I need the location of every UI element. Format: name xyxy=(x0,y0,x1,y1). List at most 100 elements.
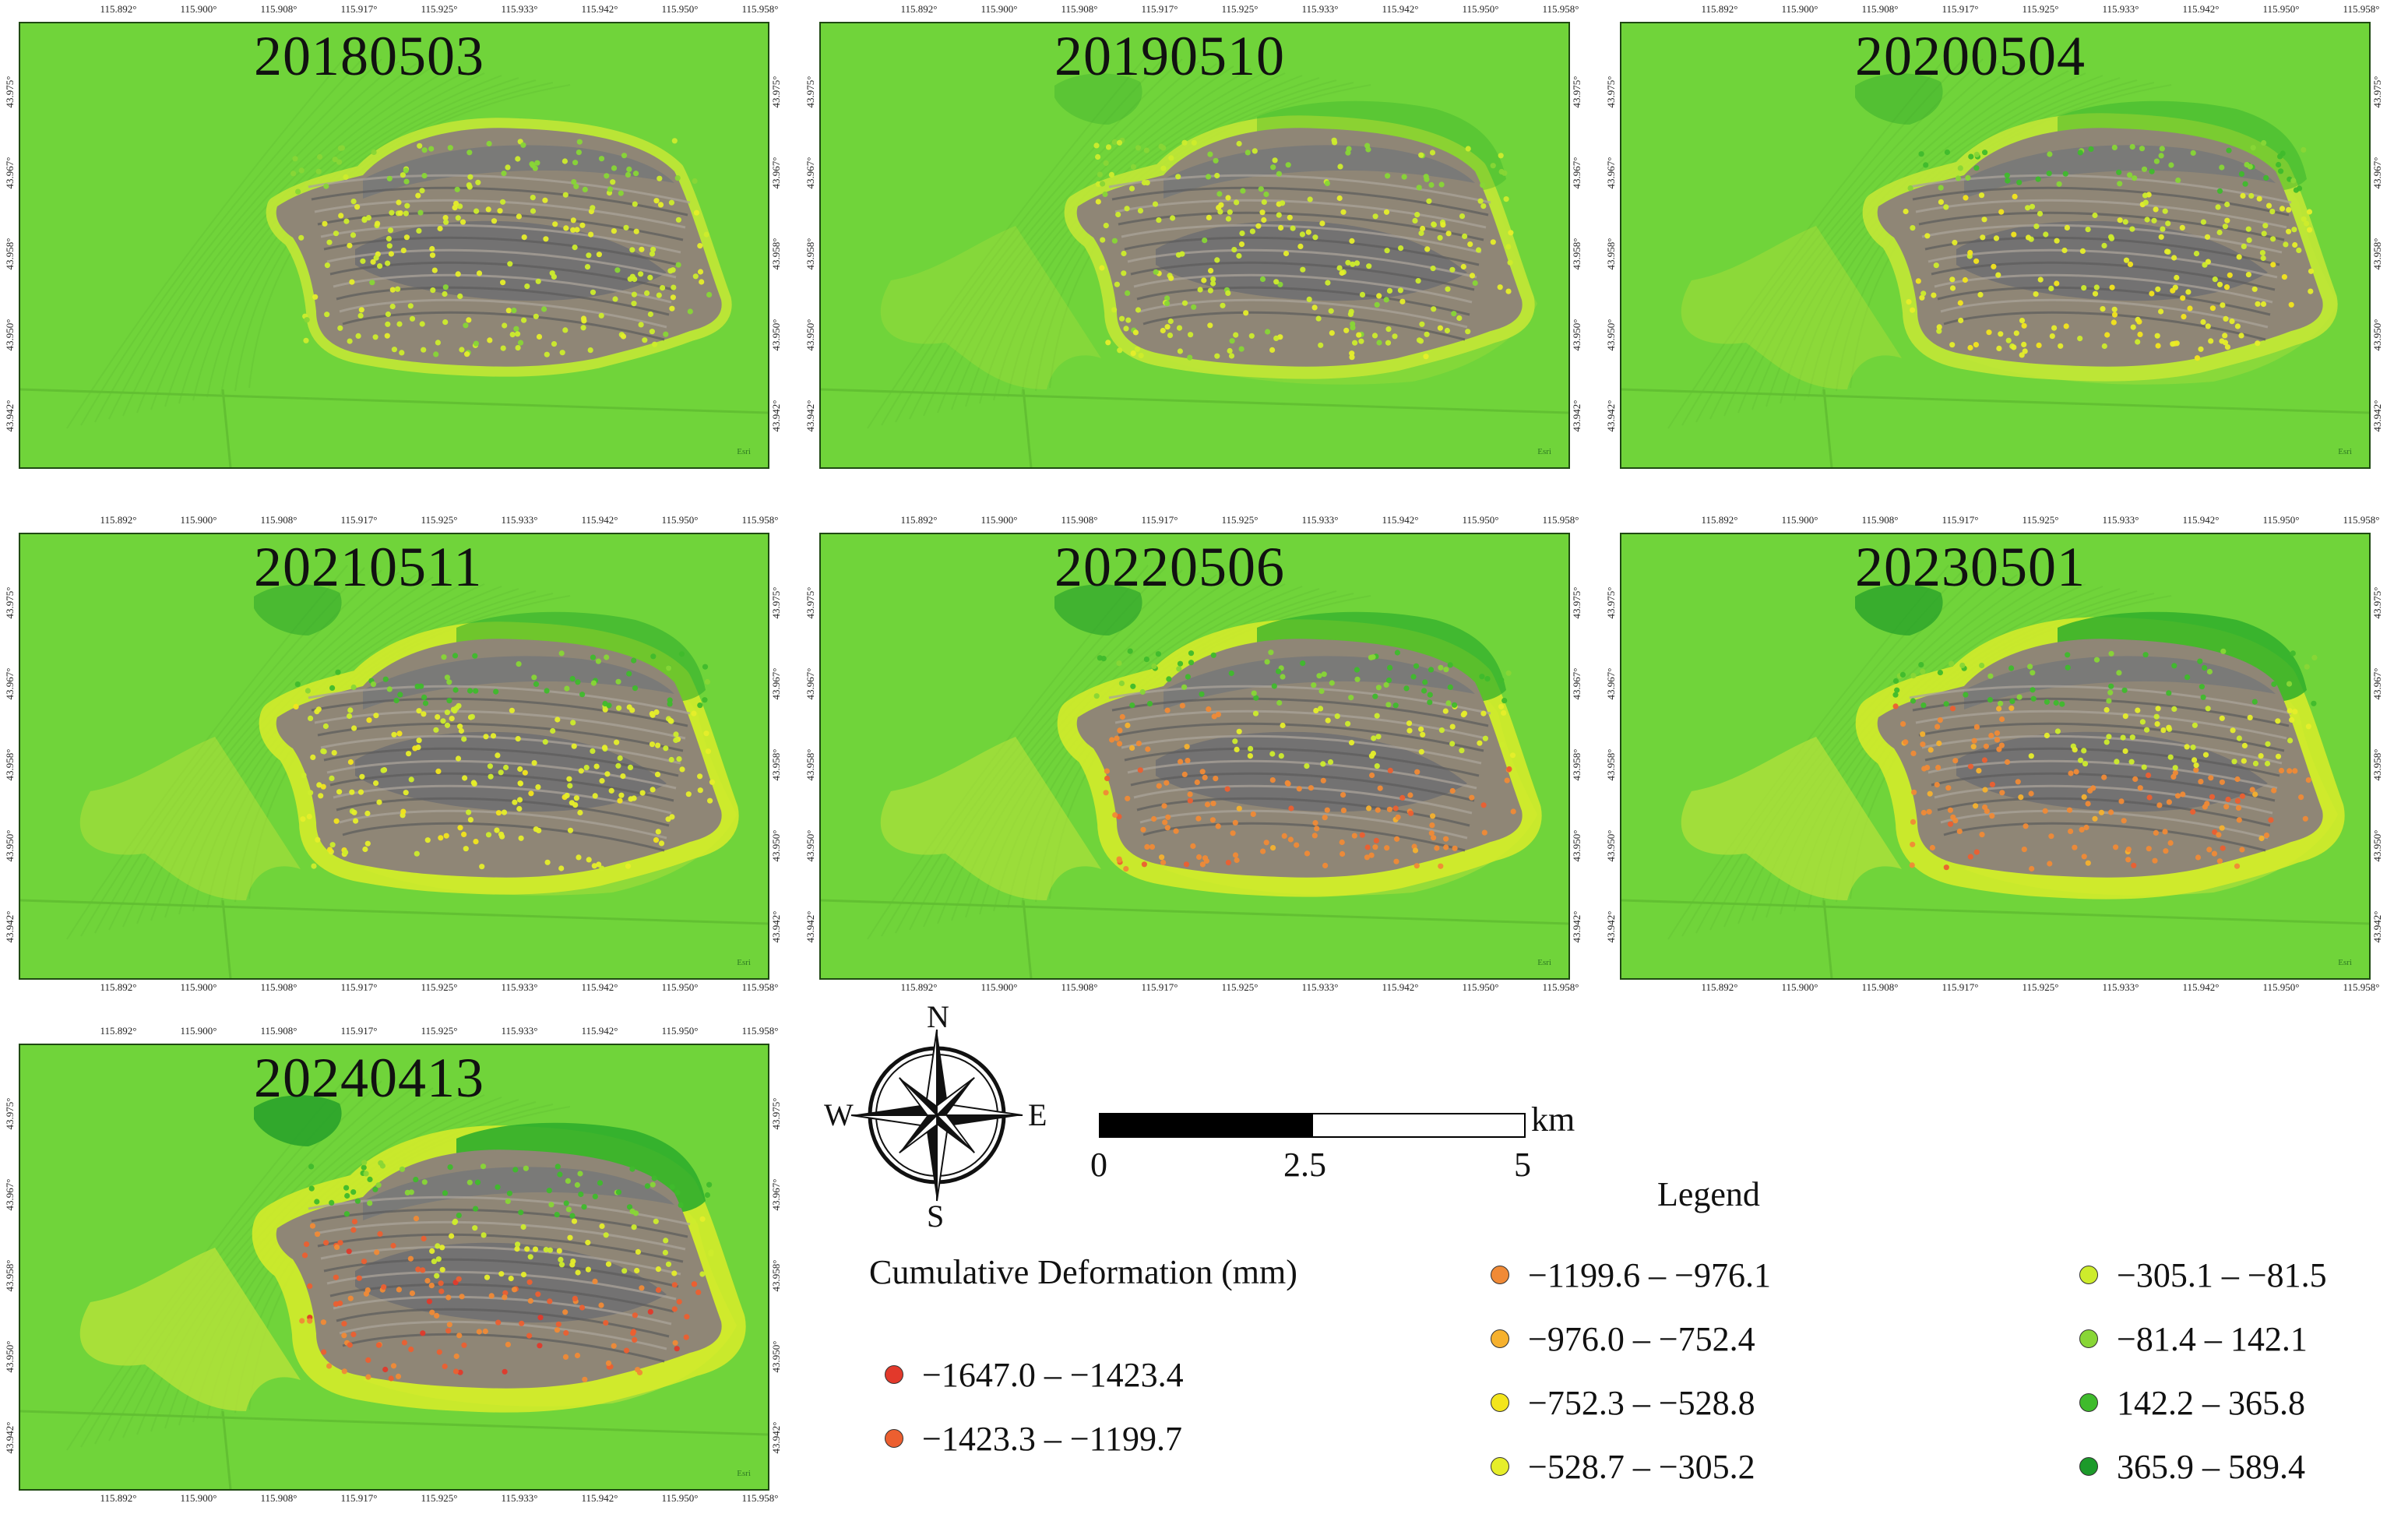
longitude-tick: 115.933° xyxy=(501,3,538,15)
longitude-tick: 115.942° xyxy=(1382,514,1419,526)
latitude-tick: 43.950° xyxy=(2371,829,2383,862)
longitude-tick: 115.917° xyxy=(1141,3,1178,15)
latitude-tick: 43.975° xyxy=(1605,76,1617,108)
latitude-tick: 43.967° xyxy=(804,157,816,189)
deformation-map-graphic xyxy=(20,23,768,467)
latitude-tick: 43.967° xyxy=(1571,667,1582,700)
longitude-tick: 115.950° xyxy=(2262,514,2300,526)
longitude-axis-top: 115.892° 115.900° 115.908° 115.917° 115.925°… xyxy=(819,3,1579,17)
latitude-axis-left: 43.975° 43.967° 43.958° 43.950° 43.942° xyxy=(1604,22,1618,466)
latitude-tick: 43.950° xyxy=(1605,829,1617,862)
longitude-tick: 115.900° xyxy=(180,3,217,15)
longitude-tick: 115.917° xyxy=(1141,514,1178,526)
longitude-tick: 115.933° xyxy=(1301,3,1339,15)
panel-date-label: 20190510 xyxy=(1054,25,1285,87)
longitude-tick: 115.933° xyxy=(501,1025,538,1037)
latitude-tick: 43.950° xyxy=(770,1340,782,1373)
legend-item: −1423.3 – −1199.7 xyxy=(885,1419,1182,1458)
deformation-map: Esri xyxy=(1620,22,2371,469)
longitude-axis-top: 115.892° 115.900° 115.908° 115.917° 115.925°… xyxy=(819,514,1579,528)
longitude-tick: 115.892° xyxy=(100,3,137,15)
map-panel-20210511: 115.892° 115.900° 115.908° 115.917° 115.925°… xyxy=(0,511,787,1017)
longitude-axis-top: 115.892° 115.900° 115.908° 115.917° 115.925°… xyxy=(1620,514,2380,528)
compass-north-label: N xyxy=(927,999,949,1034)
legend-label: −1423.3 – −1199.7 xyxy=(922,1419,1182,1458)
map-panel-20200504: 115.892° 115.900° 115.908° 115.917° 115.925°… xyxy=(1601,0,2388,506)
deformation-map-graphic xyxy=(20,534,768,978)
deformation-map: Esri xyxy=(819,533,1570,980)
latitude-tick: 43.975° xyxy=(4,1097,16,1130)
latitude-tick: 43.942° xyxy=(4,1421,16,1454)
longitude-tick: 115.917° xyxy=(1942,981,1979,993)
panel-date-label: 20220506 xyxy=(1054,536,1285,598)
latitude-tick: 43.942° xyxy=(804,910,816,943)
latitude-tick: 43.958° xyxy=(770,1259,782,1292)
latitude-tick: 43.942° xyxy=(4,400,16,432)
longitude-axis-bottom: 115.892° 115.900° 115.908° 115.917° 115.925°… xyxy=(819,981,1579,995)
latitude-tick: 43.942° xyxy=(2371,400,2383,432)
legend-swatch-icon xyxy=(1491,1329,1509,1348)
latitude-tick: 43.950° xyxy=(770,829,782,862)
longitude-tick: 115.950° xyxy=(661,1492,699,1504)
legend-item: −752.3 – −528.8 xyxy=(1491,1383,1755,1422)
longitude-tick: 115.933° xyxy=(501,1492,538,1504)
legend-item: −81.4 – 142.1 xyxy=(2079,1319,2308,1358)
latitude-tick: 43.967° xyxy=(770,157,782,189)
latitude-tick: 43.950° xyxy=(1571,319,1582,351)
longitude-tick: 115.900° xyxy=(180,514,217,526)
legend-item: 365.9 – 589.4 xyxy=(2079,1447,2305,1486)
latitude-tick: 43.950° xyxy=(1605,319,1617,351)
latitude-tick: 43.958° xyxy=(1571,238,1582,270)
longitude-tick: 115.908° xyxy=(1861,514,1899,526)
latitude-tick: 43.967° xyxy=(770,667,782,700)
latitude-tick: 43.975° xyxy=(1571,586,1582,619)
longitude-tick: 115.958° xyxy=(741,1025,779,1037)
latitude-tick: 43.942° xyxy=(770,1421,782,1454)
longitude-tick: 115.958° xyxy=(741,514,779,526)
latitude-tick: 43.942° xyxy=(1605,400,1617,432)
longitude-tick: 115.892° xyxy=(900,3,938,15)
legend-swatch-icon xyxy=(2079,1393,2098,1412)
legend-label: 142.2 – 365.8 xyxy=(2117,1383,2305,1422)
longitude-tick: 115.908° xyxy=(1061,981,1098,993)
longitude-tick: 115.925° xyxy=(1221,3,1259,15)
longitude-tick: 115.925° xyxy=(421,514,458,526)
latitude-tick: 43.975° xyxy=(2371,586,2383,619)
longitude-tick: 115.908° xyxy=(1861,981,1899,993)
compass-rose-icon xyxy=(850,1029,1023,1202)
longitude-tick: 115.892° xyxy=(100,1492,137,1504)
longitude-tick: 115.908° xyxy=(1861,3,1899,15)
basemap-credit: Esri xyxy=(737,958,751,967)
longitude-tick: 115.892° xyxy=(900,981,938,993)
latitude-axis-right: 43.975° 43.967° 43.958° 43.950° 43.942° xyxy=(769,22,783,466)
latitude-tick: 43.958° xyxy=(770,748,782,781)
latitude-tick: 43.942° xyxy=(2371,910,2383,943)
north-arrow: N S E W xyxy=(824,998,1050,1232)
latitude-axis-left: 43.975° 43.967° 43.958° 43.950° 43.942° xyxy=(804,22,818,466)
compass-east-label: E xyxy=(1028,1097,1047,1132)
latitude-tick: 43.950° xyxy=(4,829,16,862)
deformation-map: Esri xyxy=(1620,533,2371,980)
longitude-tick: 115.908° xyxy=(1061,3,1098,15)
longitude-tick: 115.925° xyxy=(2022,514,2059,526)
latitude-tick: 43.942° xyxy=(1571,910,1582,943)
panel-date-label: 20240413 xyxy=(254,1047,484,1109)
latitude-axis-right: 43.975° 43.967° 43.958° 43.950° 43.942° xyxy=(769,533,783,977)
deformation-map-graphic xyxy=(821,23,1568,467)
legend-item: −528.7 – −305.2 xyxy=(1491,1447,1755,1486)
latitude-tick: 43.975° xyxy=(1605,586,1617,619)
deformation-map: Esri xyxy=(819,22,1570,469)
longitude-tick: 115.933° xyxy=(1301,981,1339,993)
latitude-tick: 43.975° xyxy=(770,76,782,108)
legend-item: −976.0 – −752.4 xyxy=(1491,1319,1755,1358)
latitude-tick: 43.967° xyxy=(2371,157,2383,189)
latitude-tick: 43.942° xyxy=(770,910,782,943)
legend-swatch-icon xyxy=(1491,1457,1509,1476)
longitude-tick: 115.933° xyxy=(501,981,538,993)
longitude-tick: 115.900° xyxy=(180,981,217,993)
latitude-tick: 43.950° xyxy=(2371,319,2383,351)
longitude-tick: 115.950° xyxy=(661,1025,699,1037)
legend-swatch-icon xyxy=(885,1429,903,1448)
longitude-tick: 115.958° xyxy=(1542,3,1579,15)
latitude-tick: 43.967° xyxy=(804,667,816,700)
